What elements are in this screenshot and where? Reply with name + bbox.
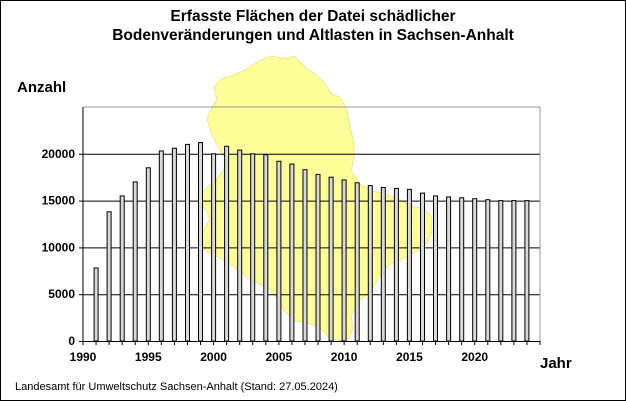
x-tick-label-2015: 2015 (396, 350, 423, 364)
bar-2020 (472, 198, 478, 342)
x-ticks: 1990 1995 2000 2005 2010 2015 2020 (70, 341, 541, 364)
x-tick-label-2000: 2000 (200, 350, 227, 364)
y-tick-label-0: 0 (68, 334, 75, 348)
bar-series (93, 142, 530, 342)
bar-1991 (93, 267, 99, 342)
bar-2005 (276, 160, 282, 342)
bar-1999 (198, 142, 203, 342)
source-note: Landesamt für Umweltschutz Sachsen-Anhal… (15, 381, 338, 393)
bar-2019 (459, 197, 465, 342)
x-tick-label-2005: 2005 (266, 350, 293, 364)
x-axis-label: Jahr (540, 355, 572, 372)
bar-2007 (302, 169, 308, 342)
bar-1997 (171, 147, 177, 342)
y-tick-label-5000: 5000 (48, 287, 75, 301)
bar-2001 (224, 145, 230, 342)
y-ticks: 0 5000 10000 15000 20000 (42, 147, 83, 348)
bar-2008 (315, 173, 321, 342)
bar-2012 (367, 185, 373, 342)
bar-1998 (185, 143, 190, 342)
chart-title: Erfasste Flächen der Datei schädlicher B… (1, 7, 625, 45)
bar-1994 (132, 181, 138, 342)
bar-2003 (250, 153, 256, 342)
bar-2002 (237, 149, 243, 342)
x-tick-label-1995: 1995 (135, 350, 162, 364)
y-tick-label-15000: 15000 (42, 194, 76, 208)
bar-2014 (393, 187, 399, 342)
bar-2011 (354, 182, 360, 342)
bar-2006 (289, 163, 295, 342)
y-tick-label-20000: 20000 (42, 147, 76, 161)
y-axis-label: Anzahl (17, 79, 67, 96)
bar-2013 (380, 187, 386, 342)
bar-2000 (211, 153, 217, 342)
bar-2016 (420, 192, 425, 342)
x-tick-label-1990: 1990 (70, 350, 97, 364)
y-tick-label-10000: 10000 (42, 240, 76, 254)
bar-1995 (145, 167, 151, 342)
bar-2015 (406, 188, 412, 342)
bar-2023 (511, 200, 517, 342)
bar-2024 (524, 200, 530, 342)
bar-2017 (433, 195, 438, 342)
bar-2009 (328, 176, 334, 342)
bar-2004 (263, 154, 269, 342)
bar-2021 (485, 199, 491, 342)
bar-1996 (158, 150, 164, 342)
chart-title-line2: Bodenveränderungen und Altlasten in Sach… (112, 27, 514, 44)
bar-1992 (106, 211, 112, 342)
bar-1993 (119, 195, 125, 342)
bar-2022 (498, 200, 504, 342)
bar-2010 (341, 179, 347, 342)
x-tick-label-2020: 2020 (461, 350, 488, 364)
x-tick-label-2010: 2010 (331, 350, 358, 364)
bar-2018 (446, 196, 452, 342)
chart-title-line1: Erfasste Flächen der Datei schädlicher (170, 8, 456, 25)
